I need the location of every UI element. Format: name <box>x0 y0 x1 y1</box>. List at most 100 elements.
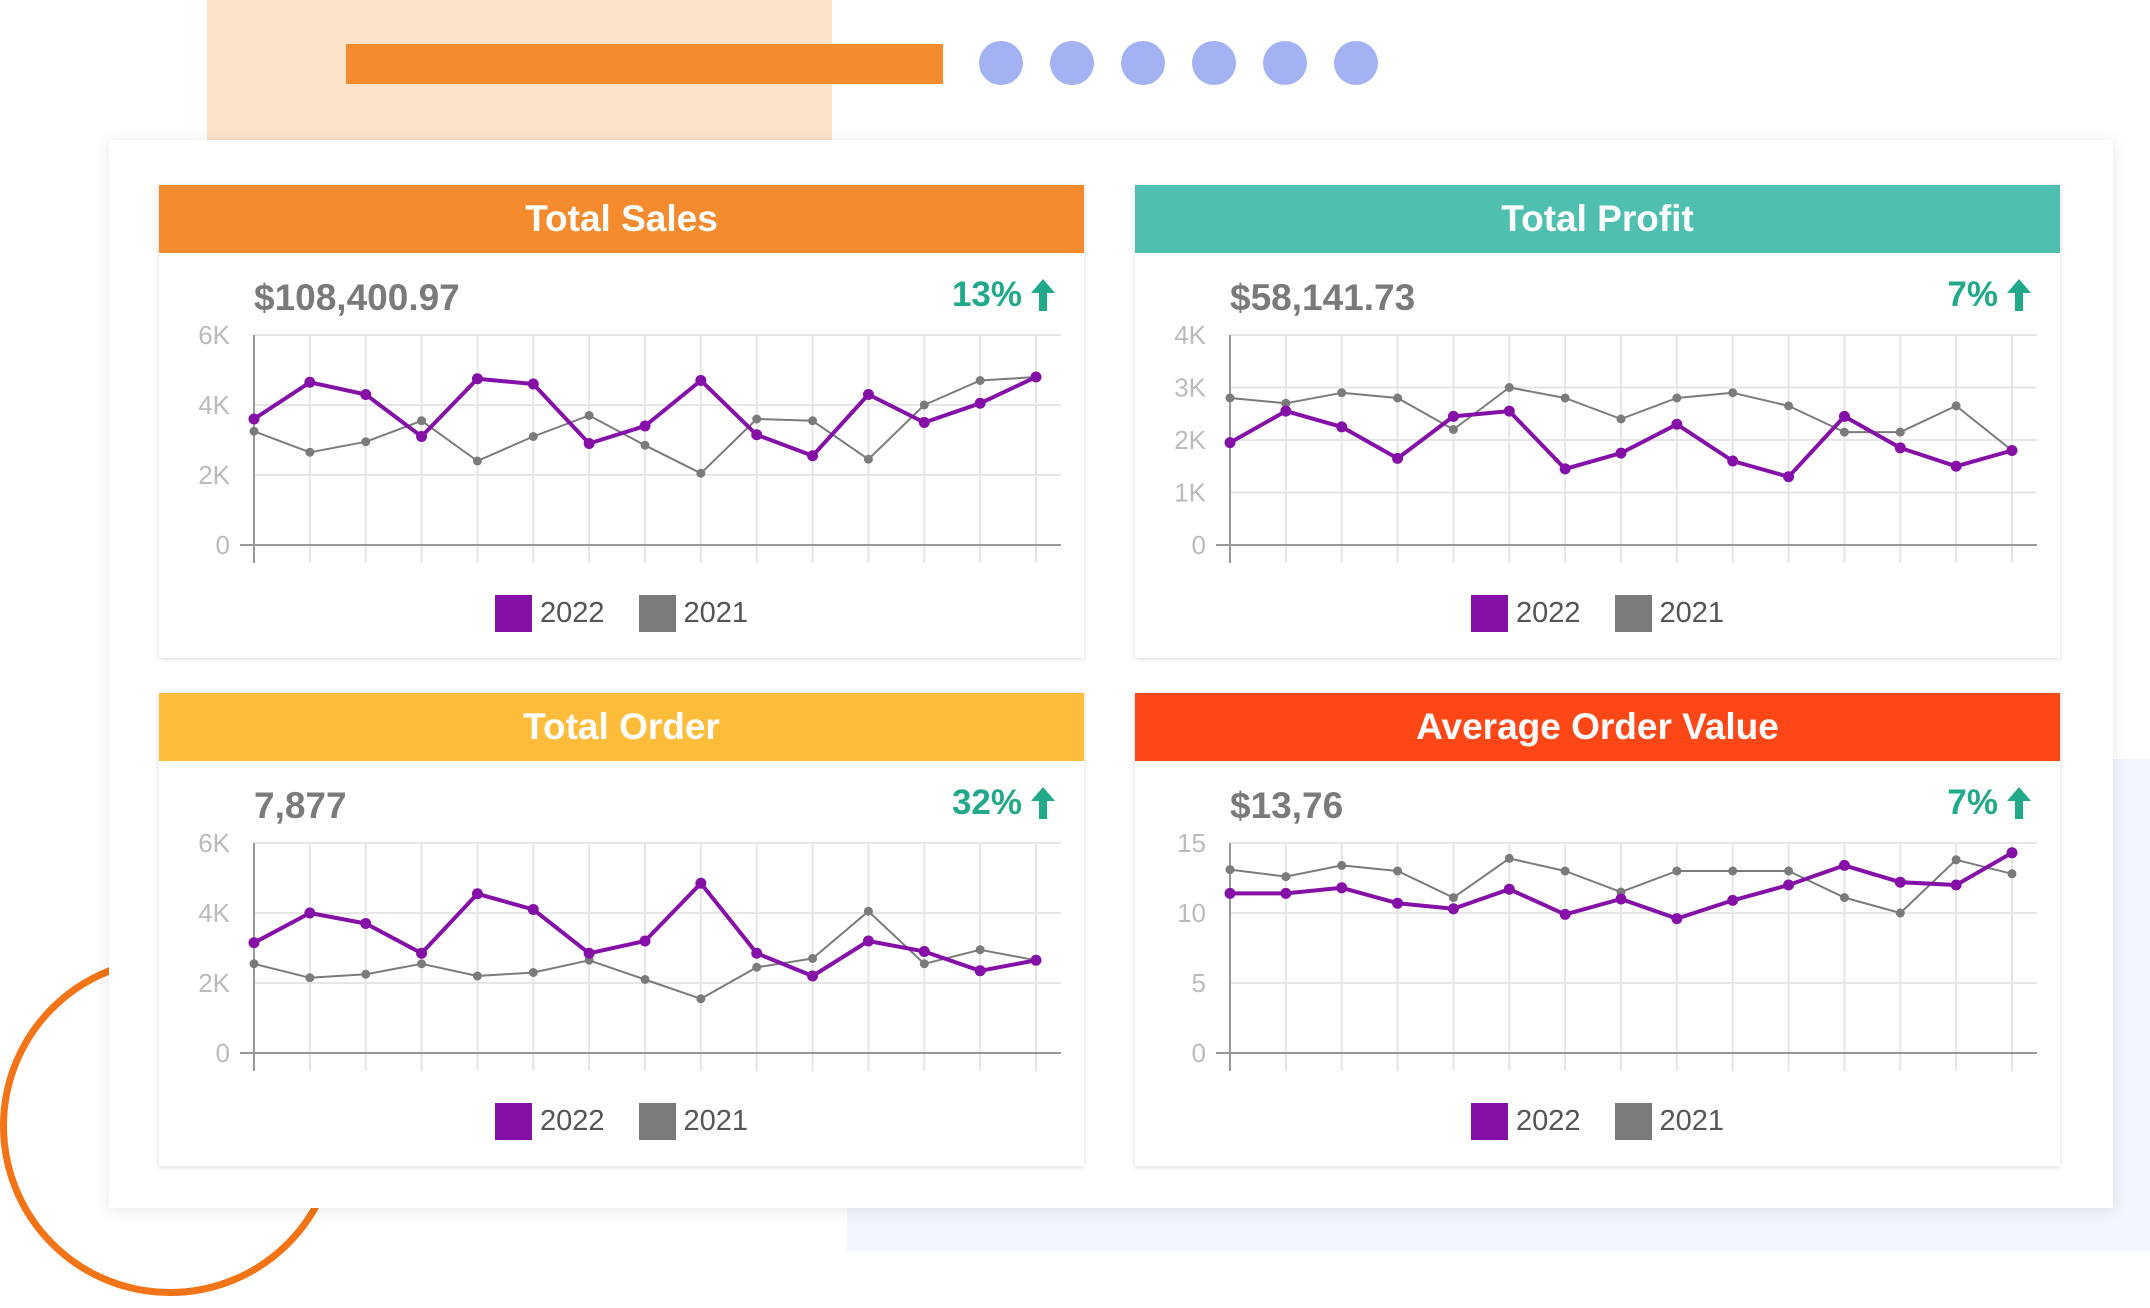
legend-item-2022: 2022 <box>494 595 605 632</box>
data-point-2022 <box>807 450 819 462</box>
data-point-2022 <box>918 946 930 957</box>
data-point-2022 <box>1503 405 1515 417</box>
metric-change: 13% <box>952 275 1056 315</box>
legend-swatch <box>1470 1103 1508 1140</box>
decorative-dot <box>979 41 1023 85</box>
legend-swatch <box>638 595 676 632</box>
data-point-2022 <box>583 947 595 959</box>
data-point-2022 <box>751 429 763 441</box>
data-point-2022 <box>471 373 483 385</box>
legend-label: 2022 <box>539 597 605 629</box>
legend-item-2021: 2021 <box>638 595 748 632</box>
metric-value: $108,400.97 <box>254 277 460 318</box>
data-point-2021 <box>472 456 482 466</box>
data-point-2021 <box>808 416 818 426</box>
decorative-dot <box>1334 41 1378 85</box>
data-point-2022 <box>2006 445 2018 456</box>
data-point-2022 <box>695 375 707 386</box>
decorative-dot <box>1121 41 1165 85</box>
data-point-2022 <box>1950 460 1962 472</box>
data-point-2021 <box>1225 865 1235 875</box>
data-point-2022 <box>974 965 986 977</box>
data-point-2022 <box>1392 897 1404 909</box>
metric-change: 32% <box>952 783 1056 823</box>
data-point-2021 <box>472 971 482 981</box>
data-point-2022 <box>1838 859 1850 871</box>
data-point-2021 <box>1560 866 1570 876</box>
data-point-2022 <box>1503 883 1515 895</box>
card-header: Average Order Value <box>1135 693 2060 761</box>
data-point-2021 <box>1225 393 1235 403</box>
chart: 0 2K 4K 6K <box>198 828 1061 1071</box>
data-point-2021 <box>1728 388 1738 398</box>
data-point-2021 <box>1672 393 1682 403</box>
data-point-2021 <box>1728 866 1738 876</box>
data-point-2021 <box>863 454 873 464</box>
data-point-2022 <box>1671 418 1683 430</box>
data-point-2022 <box>1280 887 1292 899</box>
y-tick-label: 0 <box>216 530 230 560</box>
legend-swatch <box>1614 1103 1652 1140</box>
data-point-2021 <box>305 447 315 457</box>
change-percent: 7% <box>1947 275 1998 314</box>
data-point-2021 <box>584 411 594 420</box>
card-header: Total Profit <box>1135 185 2060 253</box>
chart-grid: 0 2K 4K 6K <box>198 828 1061 1071</box>
card-header: Total Order <box>159 693 1084 761</box>
data-point-2022 <box>1447 410 1459 422</box>
data-point-2021 <box>696 994 706 1004</box>
y-tick-label: 2K <box>198 968 230 998</box>
legend-label: 2022 <box>539 1105 605 1137</box>
decorative-dot <box>1192 41 1236 85</box>
data-point-2022 <box>1392 452 1404 464</box>
arrow-up-icon <box>2007 787 2031 819</box>
data-point-2021 <box>417 959 427 969</box>
data-point-2022 <box>1280 405 1292 417</box>
data-point-2022 <box>1224 437 1236 449</box>
decorative-dot <box>1263 41 1307 85</box>
data-point-2021 <box>975 945 985 955</box>
data-point-2021 <box>863 906 873 916</box>
chart: 0 1K 2K 3K 4K <box>1174 320 2037 563</box>
change-percent: 7% <box>1947 783 1998 822</box>
data-point-2021 <box>1560 393 1570 403</box>
y-tick-label: 6K <box>198 320 230 350</box>
y-tick-label: 2K <box>1174 425 1206 455</box>
data-point-2022 <box>1559 908 1571 920</box>
data-point-2022 <box>1559 463 1571 475</box>
data-point-2022 <box>862 389 874 400</box>
data-point-2021 <box>305 973 315 983</box>
data-point-2022 <box>1783 879 1795 891</box>
change-percent: 13% <box>951 275 1022 314</box>
y-tick-label: 0 <box>216 1038 230 1068</box>
data-point-2021 <box>361 437 371 447</box>
data-point-2021 <box>975 376 985 385</box>
data-point-2021 <box>417 416 427 426</box>
data-point-2022 <box>1030 954 1042 966</box>
data-point-2021 <box>1895 427 1905 437</box>
card-header: Total Sales <box>159 185 1084 253</box>
data-point-2021 <box>1784 401 1794 411</box>
legend-item-2021: 2021 <box>1614 1103 1724 1140</box>
data-point-2021 <box>640 440 650 450</box>
y-tick-label: 4K <box>1174 320 1206 350</box>
data-point-2022 <box>416 947 428 959</box>
data-point-2022 <box>248 937 260 949</box>
legend-swatch <box>638 1103 676 1140</box>
legend-swatch <box>1614 595 1652 632</box>
y-tick-label: 15 <box>1177 828 1206 858</box>
data-point-2022 <box>1336 421 1348 433</box>
data-point-2021 <box>1951 401 1961 411</box>
data-point-2022 <box>639 935 651 947</box>
arrow-up-icon <box>1031 279 1055 311</box>
y-tick-label: 4K <box>198 898 230 928</box>
data-point-2022 <box>1894 442 1906 454</box>
data-point-2021 <box>1616 414 1626 424</box>
legend-swatch <box>1470 595 1508 632</box>
chart-legend: 2022 2021 <box>159 1103 1084 1140</box>
series-2022 <box>248 371 1042 462</box>
data-point-2022 <box>1838 410 1850 422</box>
data-point-2022 <box>1783 471 1795 483</box>
data-point-2022 <box>1336 882 1348 894</box>
data-point-2022 <box>1727 455 1739 467</box>
